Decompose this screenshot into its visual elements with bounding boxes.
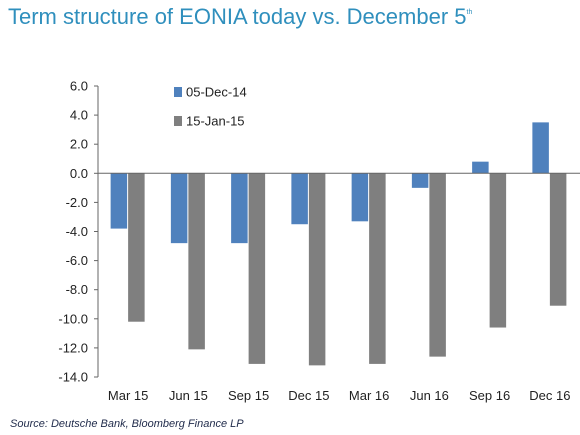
- bar-series1: [532, 122, 549, 174]
- y-tick-label: -8.0: [66, 282, 88, 297]
- bar-series2: [549, 173, 567, 306]
- bar-series2: [308, 173, 326, 366]
- x-tick-label: Sep 16: [469, 388, 510, 403]
- y-tick-label: -10.0: [58, 311, 88, 326]
- bar-series1: [411, 173, 429, 188]
- y-tick-label: 6.0: [70, 79, 88, 94]
- x-tick-label: Mar 15: [108, 388, 148, 403]
- x-tick-label: Sep 15: [228, 388, 269, 403]
- bar-series1: [472, 161, 489, 174]
- legend-swatch: [174, 116, 182, 126]
- y-tick-label: -14.0: [58, 370, 88, 385]
- x-tick-label: Mar 16: [349, 388, 389, 403]
- x-tick-label: Dec 16: [529, 388, 570, 403]
- y-tick-label: -12.0: [58, 340, 88, 355]
- legend-swatch: [174, 87, 182, 97]
- y-tick-label: -4.0: [66, 224, 88, 239]
- bar-series1: [291, 173, 308, 225]
- source-note: Source: Deutsche Bank, Bloomberg Finance…: [10, 418, 244, 430]
- legend-label: 15-Jan-15: [186, 114, 245, 129]
- bar-series1: [351, 173, 369, 222]
- legend-label: 05-Dec-14: [186, 85, 247, 100]
- y-tick-label: -2.0: [66, 195, 88, 210]
- bar-series2: [128, 173, 145, 322]
- bar-series1: [170, 173, 188, 244]
- x-tick-label: Jun 16: [410, 388, 449, 403]
- bar-series2: [248, 173, 266, 364]
- bar-series2: [188, 173, 205, 350]
- chart-title-superscript: th: [466, 9, 473, 16]
- bar-series1: [231, 173, 248, 244]
- bar-series1: [110, 173, 128, 229]
- y-tick-label: -6.0: [66, 253, 88, 268]
- chart-title-text: Term structure of EONIA today vs. Decemb…: [8, 4, 467, 29]
- y-tick-label: 2.0: [70, 137, 88, 152]
- y-tick-label: 4.0: [70, 108, 88, 123]
- bar-series2: [369, 173, 386, 364]
- x-tick-label: Dec 15: [288, 388, 329, 403]
- chart-title: Term structure of EONIA today vs. Decemb…: [8, 4, 472, 30]
- bar-series2: [429, 173, 446, 357]
- bar-series2: [489, 173, 507, 328]
- x-tick-label: Jun 15: [169, 388, 208, 403]
- y-tick-label: 0.0: [70, 166, 88, 181]
